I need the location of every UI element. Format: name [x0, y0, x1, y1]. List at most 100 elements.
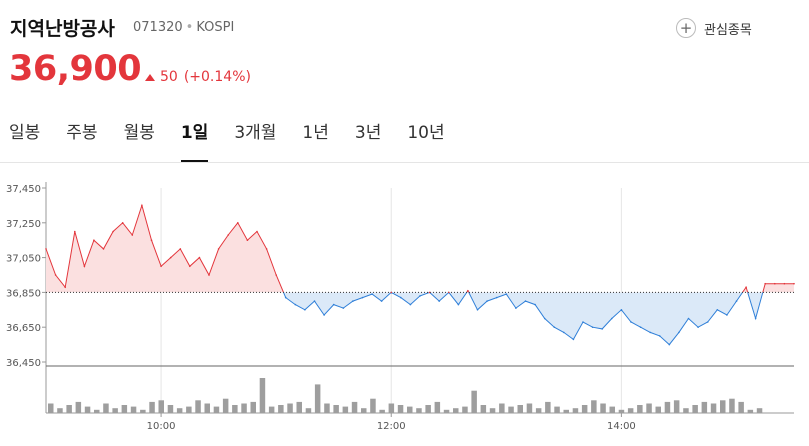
price-point [726, 314, 728, 316]
price-point [169, 256, 172, 259]
volume-bar [66, 405, 72, 413]
price-point [237, 222, 239, 224]
price-point [409, 303, 412, 306]
price-point [783, 282, 786, 285]
price-point [83, 265, 86, 268]
volume-bar [57, 408, 63, 413]
price-point [620, 309, 623, 311]
price-point [505, 293, 508, 295]
add-favorite-button[interactable]: + 관심종목 [676, 16, 752, 40]
tab-3-years[interactable]: 3년 [354, 123, 382, 143]
volume-bar [462, 406, 468, 413]
price-point [687, 317, 690, 320]
tab-10-years[interactable]: 10년 [407, 123, 445, 143]
y-tick-label: 36,450 [6, 358, 41, 369]
tab-3-months[interactable]: 3개월 [234, 123, 277, 143]
price-point [457, 303, 460, 306]
volume-bar [637, 405, 643, 413]
volume-bar [232, 405, 238, 413]
volume-bar [324, 403, 330, 413]
price-point [419, 295, 421, 297]
volume-bar [48, 403, 54, 413]
volume-bar [683, 408, 689, 413]
volume-bar [618, 409, 625, 413]
price-point [486, 300, 488, 302]
price-point [332, 303, 335, 306]
volume-bar [535, 408, 542, 413]
y-tick-label: 36,650 [6, 323, 41, 334]
price-point [649, 331, 651, 334]
price-point [313, 300, 316, 302]
volume-bar [94, 409, 100, 413]
tab-1-day[interactable]: 1일 [180, 118, 209, 162]
volume-bar [379, 409, 385, 413]
period-tabs: 일봉 주봉 월봉 1일 3개월 1년 3년 10년 [0, 118, 462, 162]
volume-bar [278, 405, 284, 413]
price-point [112, 230, 114, 233]
stock-code: 071320 [133, 20, 183, 35]
volume-bar [600, 403, 606, 413]
volume-bar [186, 406, 192, 413]
price-point [543, 317, 546, 320]
price-point [93, 239, 95, 241]
volume-bar [729, 398, 735, 413]
x-tick-label: 10:00 [147, 421, 176, 432]
price-point [658, 335, 661, 337]
tab-monthly[interactable]: 월봉 [123, 123, 155, 143]
volume-bar [121, 405, 128, 413]
price-point [678, 331, 680, 334]
price-point [265, 248, 268, 250]
price-point [668, 343, 671, 346]
price-point [735, 300, 738, 302]
price-point [467, 289, 469, 292]
volume-bar [581, 405, 588, 413]
tab-1-year[interactable]: 1년 [302, 123, 329, 143]
volume-bar [305, 408, 312, 413]
volume-bar [425, 405, 431, 413]
price-point [400, 296, 402, 299]
volume-bar [140, 409, 146, 413]
y-tick-label: 37,450 [6, 184, 41, 195]
volume-bar [342, 406, 349, 413]
volume-bar [361, 408, 367, 413]
volume-bar [499, 403, 505, 413]
volume-bar [471, 390, 477, 413]
volume-bar [268, 406, 275, 413]
volume-bar [333, 405, 339, 413]
price-point [390, 291, 393, 294]
price-point [342, 307, 345, 309]
stock-code-market: 071320 • KOSPI [133, 20, 234, 35]
price-change: 50 (+0.14%) [145, 69, 251, 85]
price-point [246, 239, 249, 241]
tab-daily[interactable]: 일봉 [9, 123, 41, 143]
price-point [515, 307, 517, 309]
volume-bar [112, 408, 118, 413]
tab-weekly[interactable]: 주봉 [66, 123, 98, 143]
volume-bar [480, 405, 487, 413]
volume-bar [591, 400, 597, 413]
volume-bar [655, 406, 661, 413]
volume-bar [692, 405, 698, 413]
volume-bar [646, 403, 652, 413]
price-point [774, 282, 776, 285]
price-point [524, 300, 527, 302]
price-point [793, 282, 795, 285]
volume-bar [241, 403, 247, 413]
volume-bar [167, 405, 174, 413]
volume-bar [673, 400, 680, 413]
volume-bar [370, 398, 376, 413]
volume-bar [738, 401, 744, 413]
price-point [572, 338, 575, 341]
price-point [189, 265, 191, 268]
up-area-fill [46, 205, 794, 293]
price-point [745, 286, 747, 289]
change-percent: (+0.14%) [183, 69, 251, 85]
volume-bar [296, 401, 302, 413]
price-point [601, 328, 603, 330]
volume-bar [130, 406, 137, 413]
price-point [284, 296, 287, 299]
price-point [208, 274, 210, 276]
price-point [764, 282, 766, 285]
price-point [74, 230, 76, 233]
